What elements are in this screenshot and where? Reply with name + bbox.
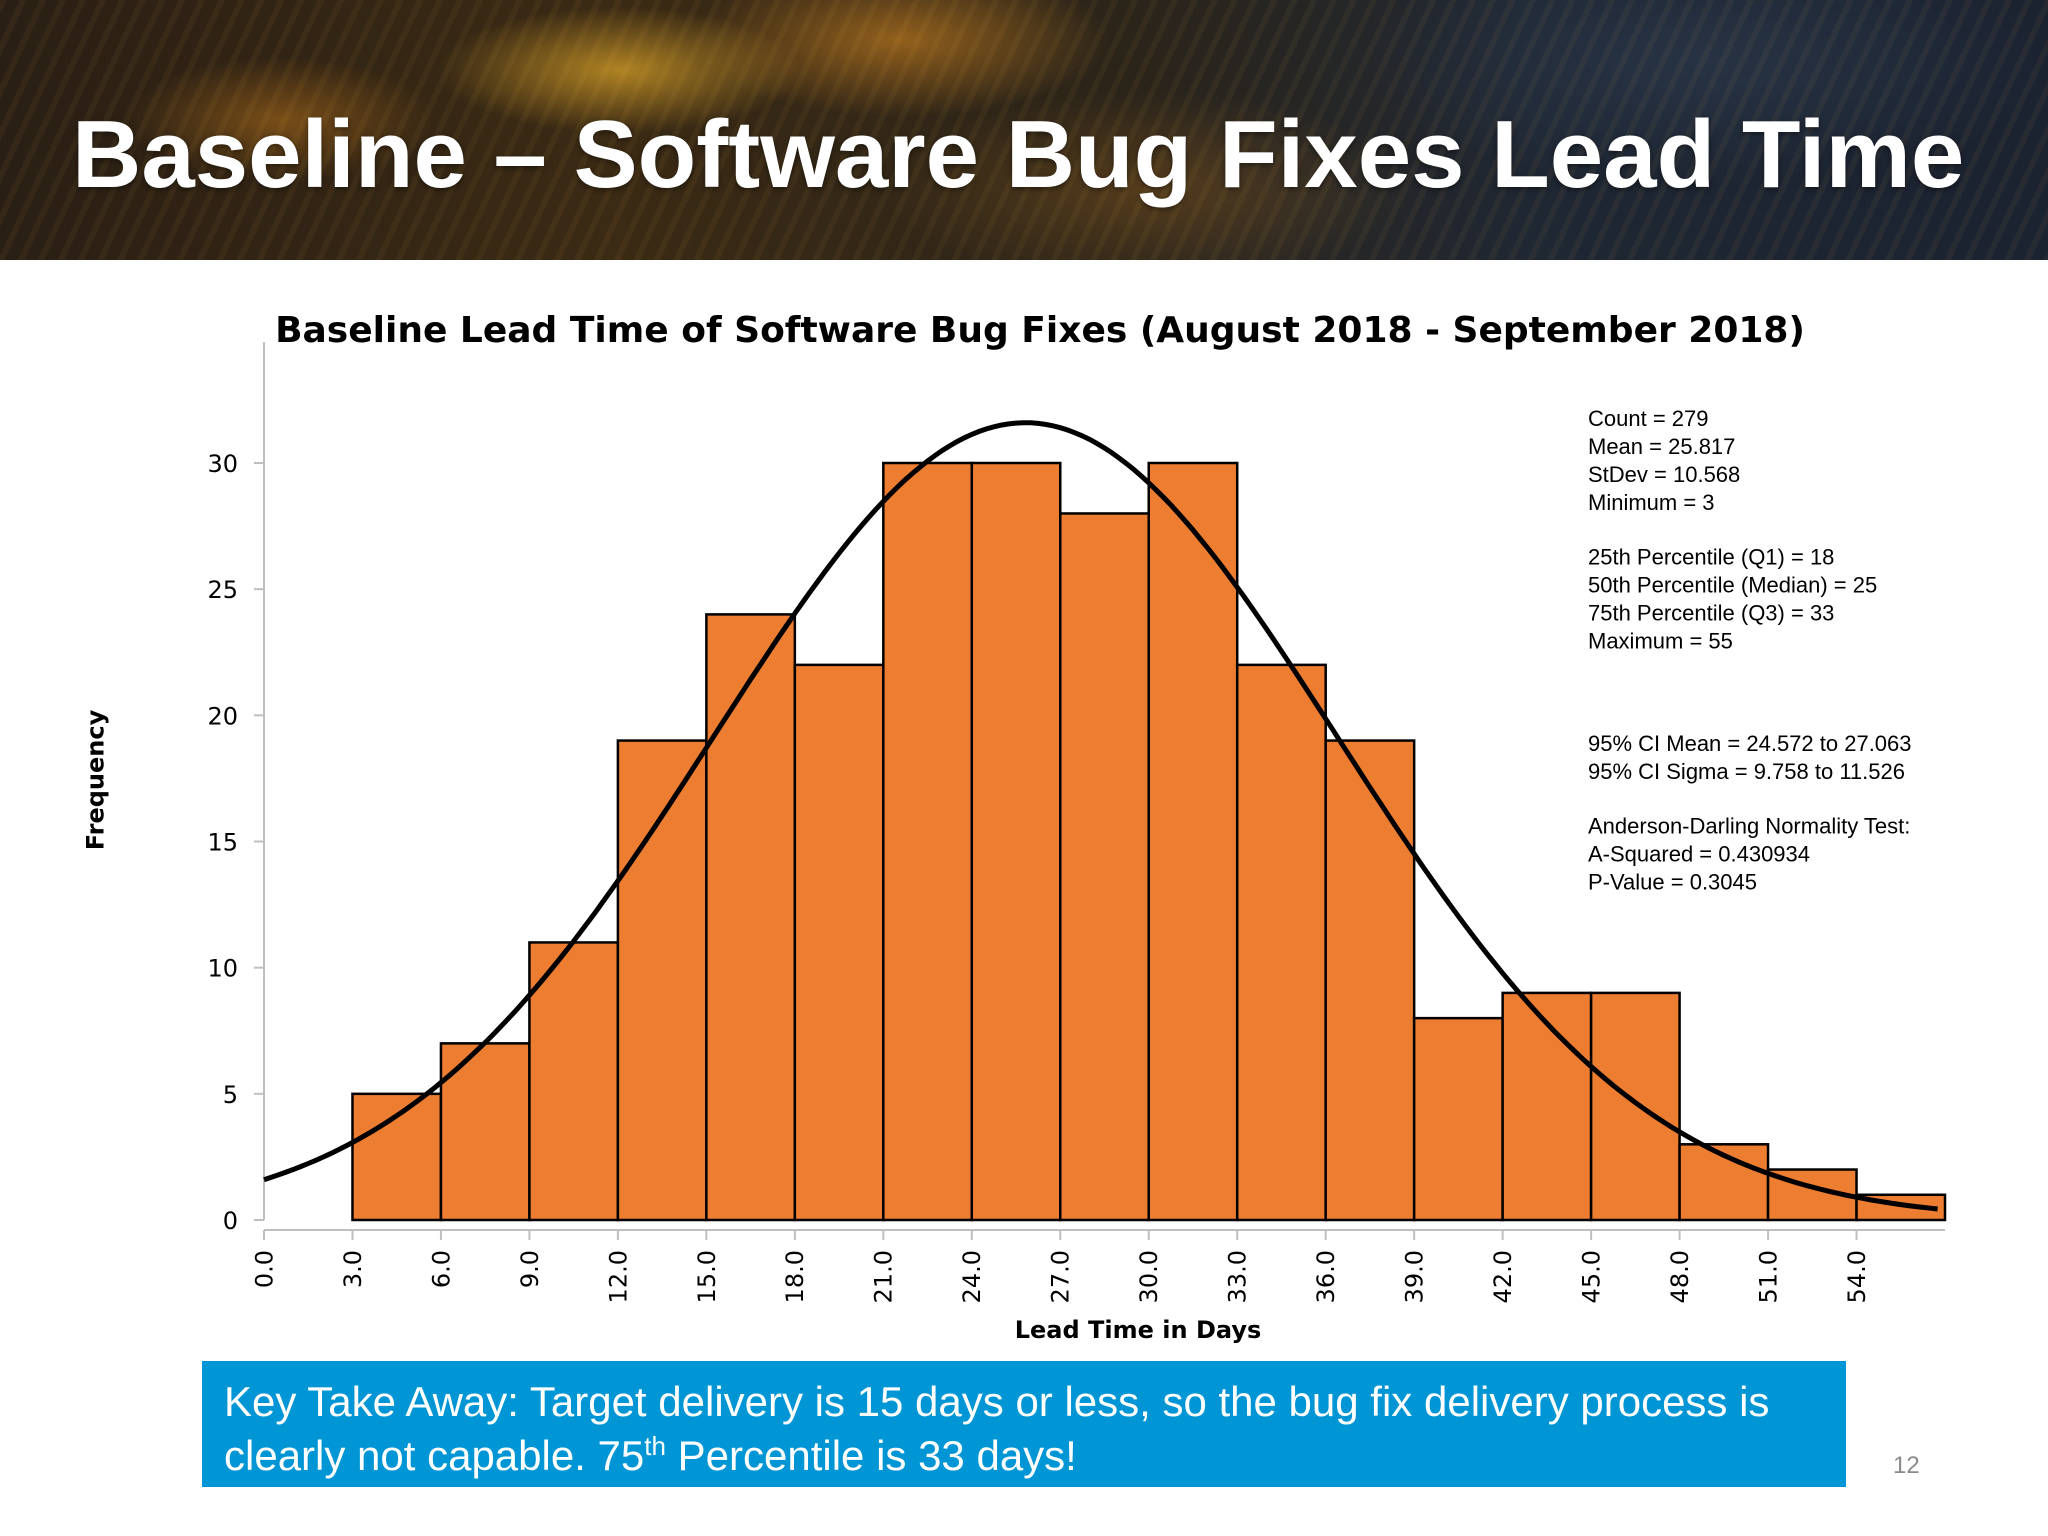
x-tick-label: 33.0 xyxy=(1224,1250,1252,1303)
x-tick-label: 30.0 xyxy=(1135,1250,1163,1303)
y-tick-label: 10 xyxy=(207,955,238,983)
y-axis-label: Frequency xyxy=(81,709,109,850)
y-tick-label: 0 xyxy=(223,1207,238,1235)
x-tick-label: 54.0 xyxy=(1843,1250,1871,1303)
x-axis-label: Lead Time in Days xyxy=(1015,1316,1262,1344)
x-tick-label: 18.0 xyxy=(781,1250,809,1303)
takeaway-superscript: th xyxy=(644,1431,666,1461)
histogram-bar xyxy=(1589,991,1681,1222)
takeaway-text-end: Percentile is 33 days! xyxy=(665,1432,1077,1479)
key-takeaway-box: Key Take Away: Target delivery is 15 day… xyxy=(202,1361,1846,1487)
x-tick-label: 42.0 xyxy=(1489,1250,1517,1303)
x-tick-label: 9.0 xyxy=(516,1250,544,1288)
histogram-bar xyxy=(1147,461,1239,1222)
stats-text: 95% CI Mean = 24.572 to 27.063 xyxy=(1588,731,1912,756)
histogram-bar xyxy=(616,739,708,1222)
histogram-bar xyxy=(1412,1016,1504,1222)
x-tick-label: 51.0 xyxy=(1754,1250,1782,1303)
stats-text: Anderson-Darling Normality Test: xyxy=(1588,814,1910,839)
stats-text: 50th Percentile (Median) = 25 xyxy=(1588,573,1877,598)
stats-text: A-Squared = 0.430934 xyxy=(1588,842,1810,867)
histogram-bar xyxy=(1059,512,1150,1222)
x-tick-label: 39.0 xyxy=(1401,1250,1429,1303)
x-tick-label: 12.0 xyxy=(604,1250,632,1303)
y-tick-label: 5 xyxy=(223,1081,238,1109)
slide-title: Baseline – Software Bug Fixes Lead Time xyxy=(72,101,1965,208)
histogram-chart: Baseline Lead Time of Software Bug Fixes… xyxy=(81,310,1947,1344)
stats-text: 75th Percentile (Q3) = 33 xyxy=(1588,601,1834,626)
stats-text: P-Value = 0.3045 xyxy=(1588,870,1757,895)
stats-text: Minimum = 3 xyxy=(1588,490,1715,515)
x-tick-label: 6.0 xyxy=(427,1250,455,1288)
histogram-bar xyxy=(1324,739,1416,1222)
y-tick-label: 20 xyxy=(207,702,238,730)
histogram-bar xyxy=(882,461,974,1222)
stats-text: StDev = 10.568 xyxy=(1588,462,1740,487)
title-banner xyxy=(0,0,2048,260)
takeaway-text: Key Take Away: Target delivery is 15 day… xyxy=(224,1378,1770,1479)
chart-title: Baseline Lead Time of Software Bug Fixes… xyxy=(275,310,1805,351)
x-tick-label: 24.0 xyxy=(958,1250,986,1303)
normal-fit-curve xyxy=(263,420,1938,1212)
x-tick-label: 0.0 xyxy=(250,1250,278,1288)
y-tick-label: 25 xyxy=(207,576,238,604)
x-tick-label: 21.0 xyxy=(870,1250,898,1303)
x-tick-label: 45.0 xyxy=(1578,1250,1606,1303)
stats-text: Mean = 25.817 xyxy=(1588,434,1735,459)
x-tick-label: 3.0 xyxy=(339,1250,367,1288)
y-tick-label: 15 xyxy=(207,829,238,857)
stats-text: Count = 279 xyxy=(1588,406,1708,431)
stats-text: 95% CI Sigma = 9.758 to 11.526 xyxy=(1588,759,1905,784)
stats-text: Maximum = 55 xyxy=(1588,629,1733,654)
x-tick-label: 48.0 xyxy=(1666,1250,1694,1303)
x-tick-label: 27.0 xyxy=(1047,1250,1075,1303)
histogram-bar xyxy=(1235,663,1327,1222)
x-tick-label: 15.0 xyxy=(693,1250,721,1303)
stats-text: 25th Percentile (Q1) = 18 xyxy=(1588,545,1834,570)
x-tick-label: 36.0 xyxy=(1312,1250,1340,1303)
y-tick-label: 30 xyxy=(207,450,238,478)
page-number: 12 xyxy=(1893,1452,1920,1479)
histogram-bar xyxy=(970,461,1062,1222)
histogram-bar xyxy=(705,613,797,1222)
histogram-bar xyxy=(528,941,620,1222)
histogram-bar xyxy=(793,663,885,1222)
